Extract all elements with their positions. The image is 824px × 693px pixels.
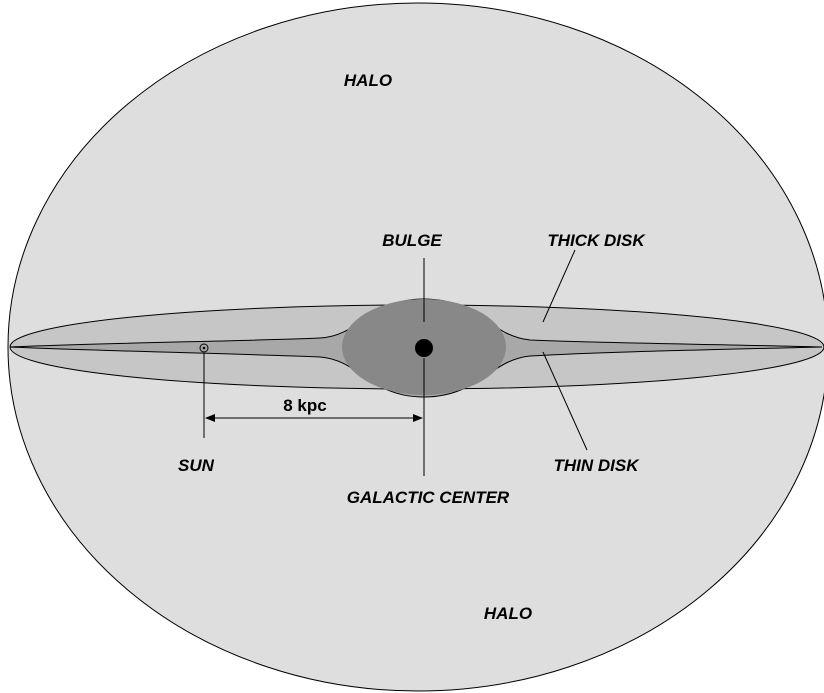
thin-disk-pointer xyxy=(542,351,588,451)
label: BULGE xyxy=(382,231,442,250)
label: SUN xyxy=(178,456,215,475)
galactic-center xyxy=(415,339,433,357)
label: HALO xyxy=(344,71,392,90)
label: THICK DISK xyxy=(547,231,646,250)
label: 8 kpc xyxy=(283,396,326,415)
label: HALO xyxy=(484,604,532,623)
label: THIN DISK xyxy=(554,456,641,475)
sun-dot xyxy=(202,346,206,350)
sun-marker xyxy=(199,343,209,353)
label: GALACTIC CENTER xyxy=(347,488,510,507)
thick-disk-pointer xyxy=(542,249,576,323)
